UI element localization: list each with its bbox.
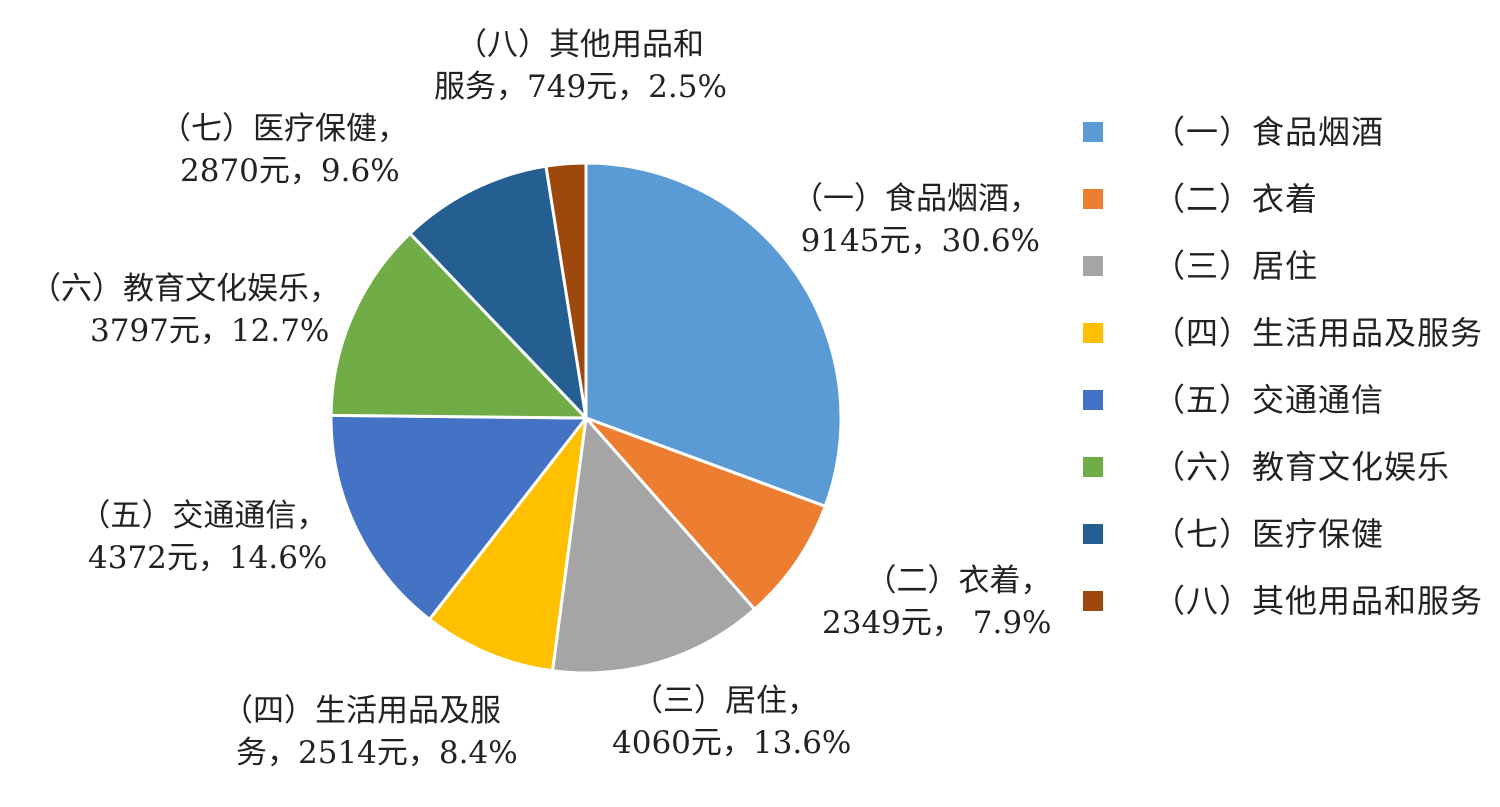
legend-label: （二）衣着 <box>1153 179 1319 218</box>
pie-slice-food <box>584 161 843 508</box>
legend-item: （七）医疗保健 <box>1083 500 1500 567</box>
legend-swatch <box>1083 121 1103 142</box>
pie-slice-household <box>427 416 588 673</box>
slice-label-transport: （五）交通通信， 4372元，14.6% <box>66 495 327 579</box>
slice-label-clothing-line2: 2349元， 7.9% <box>822 605 1052 641</box>
legend-item: （六）教育文化娱乐 <box>1083 433 1500 500</box>
slice-label-household-line1: （四）生活用品及服 <box>222 693 501 729</box>
pie-slice-health <box>408 164 588 420</box>
legend-label: （八）其他用品和服务 <box>1153 581 1484 620</box>
slice-label-food-line1: （一）食品烟酒， <box>792 181 1040 217</box>
slice-label-housing: （三）居住， 4060元，13.6% <box>612 680 851 764</box>
legend-item: （四）生活用品及服务 <box>1083 299 1500 366</box>
chart-legend: （一）食品烟酒 （二）衣着 （三）居住 （四）生活用品及服务 （五）交通通信 （… <box>1083 98 1500 634</box>
legend-swatch <box>1083 523 1103 544</box>
slice-label-food-line2: 9145元，30.6% <box>800 223 1040 259</box>
legend-swatch <box>1083 456 1103 477</box>
slice-label-housing-line1: （三）居住， <box>632 683 818 719</box>
legend-swatch <box>1083 389 1103 410</box>
slice-label-clothing-line1: （二）衣着， <box>865 563 1052 599</box>
pie-slice-other <box>544 161 588 420</box>
slice-label-clothing: （二）衣着， 2349元， 7.9% <box>822 560 1052 644</box>
slice-label-food: （一）食品烟酒， 9145元，30.6% <box>792 178 1040 262</box>
pie-slice-clothing <box>584 416 827 611</box>
slice-label-health-line1: （七）医疗保健， <box>160 111 408 147</box>
legend-label: （五）交通通信 <box>1153 380 1385 419</box>
legend-swatch <box>1083 590 1103 611</box>
slice-label-health-line2: 2870元，9.6% <box>180 153 400 189</box>
slice-label-household-line2: 务，2514元，8.4% <box>236 735 518 771</box>
legend-item: （五）交通通信 <box>1083 366 1500 433</box>
pie-slice-housing <box>551 416 757 675</box>
pie-slices <box>329 161 843 675</box>
legend-item: （二）衣着 <box>1083 165 1500 232</box>
pie-slice-transport <box>329 413 588 621</box>
legend-item: （三）居住 <box>1083 232 1500 299</box>
legend-label: （六）教育文化娱乐 <box>1153 447 1451 486</box>
legend-item: （八）其他用品和服务 <box>1083 567 1500 634</box>
legend-item: （一）食品烟酒 <box>1083 98 1500 165</box>
slice-label-transport-line1: （五）交通通信， <box>79 498 328 534</box>
slice-label-health: （七）医疗保健， 2870元，9.6% <box>160 108 408 192</box>
legend-swatch <box>1083 188 1103 209</box>
legend-swatch <box>1083 322 1103 343</box>
legend-label: （四）生活用品及服务 <box>1153 313 1484 352</box>
slice-label-other: （八）其他用品和 服务，749元，2.5% <box>434 24 727 108</box>
slice-label-housing-line2: 4060元，13.6% <box>612 725 852 761</box>
slice-label-education-line1: （六）教育文化娱乐， <box>30 271 340 307</box>
slice-label-other-line1: （八）其他用品和 <box>456 27 704 63</box>
legend-label: （一）食品烟酒 <box>1153 112 1385 151</box>
slice-label-household: （四）生活用品及服 务，2514元，8.4% <box>222 690 518 774</box>
slice-label-other-line2: 服务，749元，2.5% <box>434 69 727 105</box>
legend-label: （三）居住 <box>1153 246 1319 285</box>
slice-label-education-line2: 3797元，12.7% <box>90 313 330 349</box>
slice-label-education: （六）教育文化娱乐， 3797元，12.7% <box>30 268 340 352</box>
pie-slice-education <box>329 231 588 420</box>
slice-label-transport-line2: 4372元，14.6% <box>88 540 328 576</box>
legend-swatch <box>1083 255 1103 276</box>
legend-label: （七）医疗保健 <box>1153 514 1385 553</box>
